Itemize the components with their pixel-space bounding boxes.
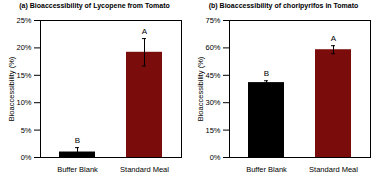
svg-text:60%: 60% xyxy=(205,43,220,52)
svg-text:Bioaccessibility (%): Bioaccessibility (%) xyxy=(196,56,205,121)
html-text:(a) Bioaccessibility of Lycope: (a) Bioaccessibility of Lycopene from To… xyxy=(19,2,170,9)
svg-text:15%: 15% xyxy=(16,71,31,80)
svg-text:Buffer Blank: Buffer Blank xyxy=(246,165,287,174)
svg-text:25%: 25% xyxy=(16,16,31,25)
svg-text:A: A xyxy=(142,27,148,36)
svg-text:B: B xyxy=(75,136,80,145)
svg-text:20%: 20% xyxy=(16,43,31,52)
svg-text:Bioaccessibility (%): Bioaccessibility (%) xyxy=(7,56,16,121)
svg-text:Standard Meal: Standard Meal xyxy=(309,165,358,174)
svg-text:45%: 45% xyxy=(205,71,220,80)
svg-text:Standard Meal: Standard Meal xyxy=(120,165,169,174)
svg-text:5%: 5% xyxy=(21,126,32,135)
html-text:(b) Bioaccessibility of chorip: (b) Bioaccessibility of choripyrifos in … xyxy=(208,2,359,9)
svg-text:10%: 10% xyxy=(16,98,31,107)
svg-text:B: B xyxy=(264,69,269,78)
svg-text:Buffer Blank: Buffer Blank xyxy=(57,165,98,174)
svg-text:0%: 0% xyxy=(21,153,32,162)
svg-text:0%: 0% xyxy=(210,153,221,162)
svg-text:75%: 75% xyxy=(205,16,220,25)
svg-text:15%: 15% xyxy=(205,126,220,135)
svg-text:A: A xyxy=(331,34,337,43)
svg-text:30%: 30% xyxy=(205,98,220,107)
